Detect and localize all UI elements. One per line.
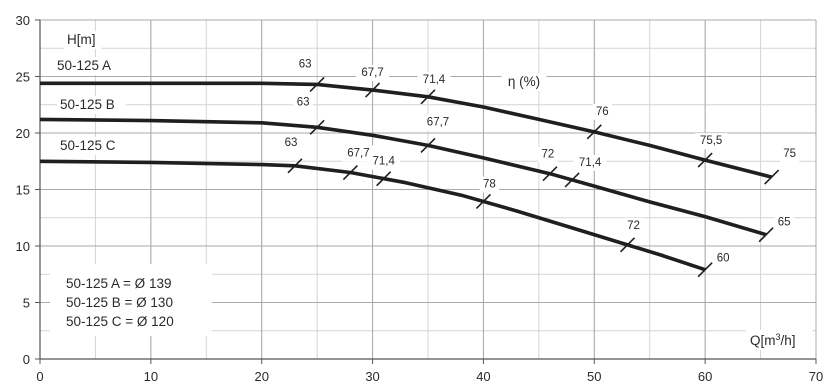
curve-labels: H[m] Q[m3/h] 50-125 A 50-125 B 50-125 C η (%) <box>54 31 812 350</box>
x-tick-label: 70 <box>809 369 823 384</box>
efficiency-label-bg <box>713 250 733 267</box>
efficiency-tick <box>309 76 325 92</box>
efficiency-label: 72 <box>542 149 555 161</box>
efficiency-tick <box>475 193 491 210</box>
y-tick-label: 10 <box>16 239 30 254</box>
legend-entry: 50-125 B = Ø 130 <box>66 295 173 310</box>
efficiency-label: 63 <box>299 58 312 70</box>
x-axis-label-bg <box>746 330 812 350</box>
efficiency-label-bg <box>479 176 500 193</box>
y-tick-label: 5 <box>23 296 30 311</box>
efficiency-tick <box>309 119 325 135</box>
efficiency-label-bg <box>573 154 607 171</box>
efficiency-tick <box>564 172 580 188</box>
efficiency-tick <box>542 166 558 182</box>
legend-entry: 50-125 C = Ø 120 <box>66 314 174 329</box>
efficiency-label-bg <box>356 65 390 82</box>
curve-50-125-b <box>39 117 767 237</box>
efficiency-label: 65 <box>778 217 791 229</box>
efficiency-label: 78 <box>483 178 496 190</box>
curve-label-bg <box>57 96 126 114</box>
efficiency-label-bg <box>293 94 313 111</box>
legend-background <box>50 264 212 336</box>
efficiency-label-bg <box>779 146 800 163</box>
efficiency-tick <box>764 169 780 185</box>
efficiency-tick <box>758 227 774 243</box>
efficiency-marks: 6367,771,47675,5756367,77271,4656367,771… <box>281 56 800 278</box>
efficiency-label: 67,7 <box>361 67 383 79</box>
x-tick-label: 50 <box>587 369 601 384</box>
curve-label: 50-125 B <box>60 97 115 112</box>
y-tick-label: 30 <box>16 13 30 28</box>
efficiency-label-bg <box>367 153 401 170</box>
y-axis-label: H[m] <box>67 32 96 47</box>
efficiency-unit-label: η (%) <box>508 74 540 89</box>
x-tick-label: 20 <box>254 369 268 384</box>
efficiency-tick <box>586 124 602 140</box>
curve-label-bg <box>57 137 126 155</box>
efficiency-label-bg <box>592 103 613 120</box>
curve-label: 50-125 C <box>60 138 116 153</box>
efficiency-tick <box>619 237 636 253</box>
y-axis-label-bg <box>64 31 102 49</box>
efficiency-label: 71,4 <box>579 157 602 169</box>
y-tick-label: 15 <box>16 183 30 198</box>
efficiency-tick <box>365 82 381 98</box>
y-tick-label: 25 <box>16 70 30 85</box>
efficiency-label-bg <box>623 217 644 234</box>
efficiency-label: 72 <box>627 220 640 232</box>
efficiency-unit-label-bg <box>501 73 547 91</box>
efficiency-label-bg <box>421 114 455 131</box>
efficiency-label-bg <box>538 146 558 163</box>
axes: 0 10 20 30 40 50 60 70 0 5 10 15 20 25 30 <box>16 13 824 384</box>
efficiency-label-bg <box>281 134 301 151</box>
x-tick-label: 0 <box>36 369 43 384</box>
efficiency-label: 67,7 <box>427 116 449 128</box>
efficiency-label: 60 <box>717 253 730 265</box>
efficiency-label: 76 <box>596 106 609 118</box>
efficiency-label-bg <box>694 133 728 150</box>
efficiency-label: 71,4 <box>372 156 395 168</box>
efficiency-tick <box>420 137 436 153</box>
efficiency-label-bg <box>417 71 451 88</box>
efficiency-label-bg <box>295 56 315 73</box>
curve-label: 50-125 A <box>57 58 111 73</box>
x-axis-label: Q[m3/h] <box>750 332 796 348</box>
x-tick-label: 30 <box>365 369 379 384</box>
efficiency-label-bg <box>341 145 375 162</box>
efficiency-tick <box>287 158 303 174</box>
efficiency-label: 67,7 <box>347 148 369 160</box>
efficiency-label: 75 <box>783 148 796 160</box>
legend-entry: 50-125 A = Ø 139 <box>66 276 171 291</box>
efficiency-label: 71,4 <box>423 74 446 86</box>
diameter-legend: 50-125 A = Ø 139 50-125 B = Ø 130 50-125 C… <box>50 264 212 336</box>
efficiency-tick <box>342 164 358 181</box>
x-tick-label: 10 <box>144 369 158 384</box>
efficiency-tick <box>697 152 713 168</box>
efficiency-label: 63 <box>285 137 298 149</box>
efficiency-label: 63 <box>297 96 310 108</box>
efficiency-label: 75,5 <box>700 135 722 147</box>
efficiency-tick <box>697 262 713 278</box>
y-tick-label: 20 <box>16 126 30 141</box>
x-tick-label: 60 <box>698 369 712 384</box>
x-tick-label: 40 <box>476 369 490 384</box>
curve-50-125-a <box>40 81 773 179</box>
y-tick-label: 0 <box>23 352 30 367</box>
curve-label-bg <box>54 57 123 75</box>
grid <box>39 19 817 360</box>
pump-curves <box>39 81 773 272</box>
efficiency-label-bg <box>774 214 794 231</box>
efficiency-tick <box>420 89 436 105</box>
efficiency-tick <box>376 171 392 187</box>
curve-50-125-c <box>39 159 706 272</box>
